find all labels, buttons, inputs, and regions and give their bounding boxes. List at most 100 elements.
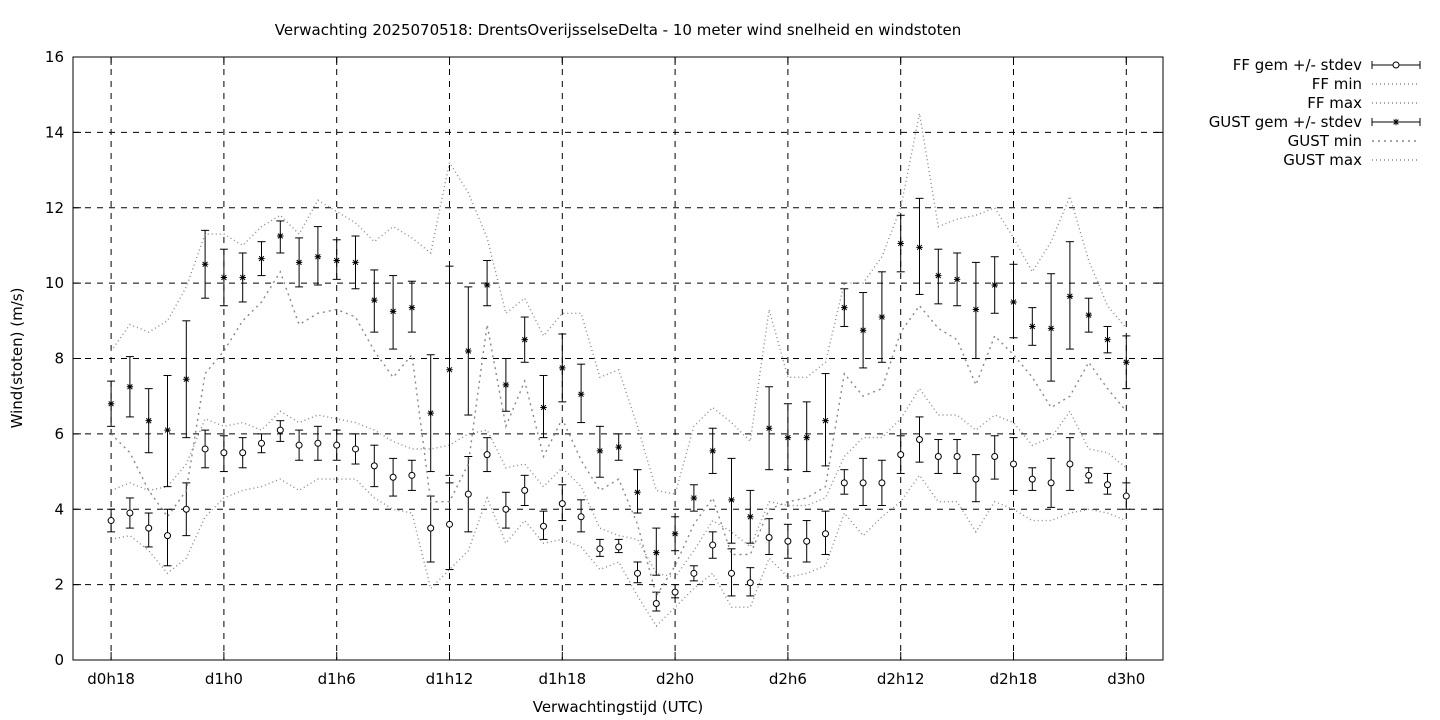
data-point: [521, 336, 528, 343]
x-tick-label: d1h12: [426, 670, 474, 688]
data-point: [220, 449, 228, 457]
data-point: [164, 426, 171, 434]
data-point: [1047, 325, 1055, 332]
series-3: [107, 197, 1131, 576]
series-line: [110, 474, 1127, 628]
data-point: [1085, 311, 1092, 319]
data-point: [784, 537, 792, 545]
data-point: [1104, 481, 1111, 489]
series-line: [110, 270, 1127, 598]
x-tick-label: d2h6: [769, 670, 807, 688]
chart-title: Verwachting 2025070518: DrentsOverijssel…: [275, 21, 961, 39]
data-point: [352, 445, 359, 453]
data-point: [1010, 460, 1017, 468]
legend-label: FF max: [1307, 94, 1362, 112]
data-point: [671, 530, 679, 537]
data-point: [991, 452, 999, 460]
data-point: [822, 530, 829, 538]
series-2: [110, 387, 1127, 578]
data-point: [953, 452, 961, 460]
data-point: [1123, 359, 1130, 366]
legend-label: GUST max: [1283, 151, 1362, 169]
data-point: [1066, 293, 1074, 300]
data-point: [690, 494, 698, 502]
data-point: [540, 522, 547, 530]
legend-label: GUST min: [1288, 132, 1362, 150]
data-point: [126, 383, 134, 390]
data-point: [1066, 460, 1074, 468]
data-point: [239, 449, 247, 457]
data-point: [258, 255, 265, 262]
data-point: [220, 274, 228, 281]
data-point: [352, 259, 359, 266]
data-point: [935, 272, 942, 279]
data-point: [314, 253, 322, 260]
series-4: [110, 270, 1127, 598]
data-point: [671, 588, 679, 596]
data-point: [652, 599, 660, 607]
data-point: [239, 274, 246, 281]
data-point: [765, 425, 773, 432]
series-0: [107, 416, 1131, 612]
data-point: [634, 489, 641, 496]
x-tick-label: d2h0: [656, 670, 694, 688]
data-point: [972, 306, 980, 313]
data-point: [765, 534, 773, 542]
x-tick-label: d1h18: [538, 670, 586, 688]
data-point: [559, 364, 566, 372]
data-point: [107, 400, 115, 407]
data-point: [446, 366, 453, 374]
x-tick-label: d1h6: [318, 670, 356, 688]
data-point: [145, 524, 153, 532]
data-point: [370, 462, 378, 470]
data-point: [183, 376, 190, 383]
data-point: [1104, 336, 1111, 343]
data-point: [201, 445, 209, 453]
data-point: [615, 543, 623, 551]
data-point: [953, 276, 961, 283]
data-point: [690, 569, 698, 577]
data-point: [577, 391, 585, 398]
data-point: [558, 500, 566, 508]
data-point: [408, 304, 416, 311]
plot-frame: [72, 56, 1164, 661]
data-point: [746, 579, 754, 587]
x-tick-label: d2h12: [877, 670, 925, 688]
data-point: [464, 490, 472, 498]
data-point: [408, 471, 416, 479]
data-point: [709, 447, 716, 455]
data-point: [991, 281, 998, 289]
data-point: [107, 517, 115, 525]
data-point: [615, 443, 622, 451]
y-tick-label: 4: [54, 500, 64, 518]
data-point: [709, 541, 717, 549]
data-point: [934, 452, 942, 460]
legend-marker: [1392, 61, 1400, 69]
data-point: [747, 513, 754, 520]
data-point: [916, 436, 923, 444]
data-point: [389, 308, 397, 315]
data-point: [916, 244, 923, 251]
data-point: [276, 426, 284, 434]
data-point: [596, 447, 604, 455]
data-point: [878, 313, 886, 321]
data-point: [841, 304, 848, 311]
data-point: [1010, 298, 1017, 306]
x-tick-label: d0h18: [87, 670, 135, 688]
data-point: [521, 486, 529, 494]
y-tick-label: 16: [45, 48, 64, 66]
data-point: [427, 524, 435, 532]
data-point: [540, 404, 547, 411]
x-axis-label: Verwachtingstijd (UTC): [533, 698, 704, 716]
data-point: [1028, 475, 1036, 483]
x-axis-ticks: d0h18 d1h0 d1h6 d1h12 d1h18 d2h0 d2h6 d2h12 d2h1…: [87, 57, 1145, 688]
data-point: [784, 434, 792, 441]
data-point: [427, 409, 434, 417]
data-point: [201, 261, 209, 268]
data-point: [653, 549, 660, 556]
series-1: [110, 474, 1127, 628]
data-point: [1047, 479, 1055, 487]
x-tick-label: d1h0: [205, 670, 243, 688]
